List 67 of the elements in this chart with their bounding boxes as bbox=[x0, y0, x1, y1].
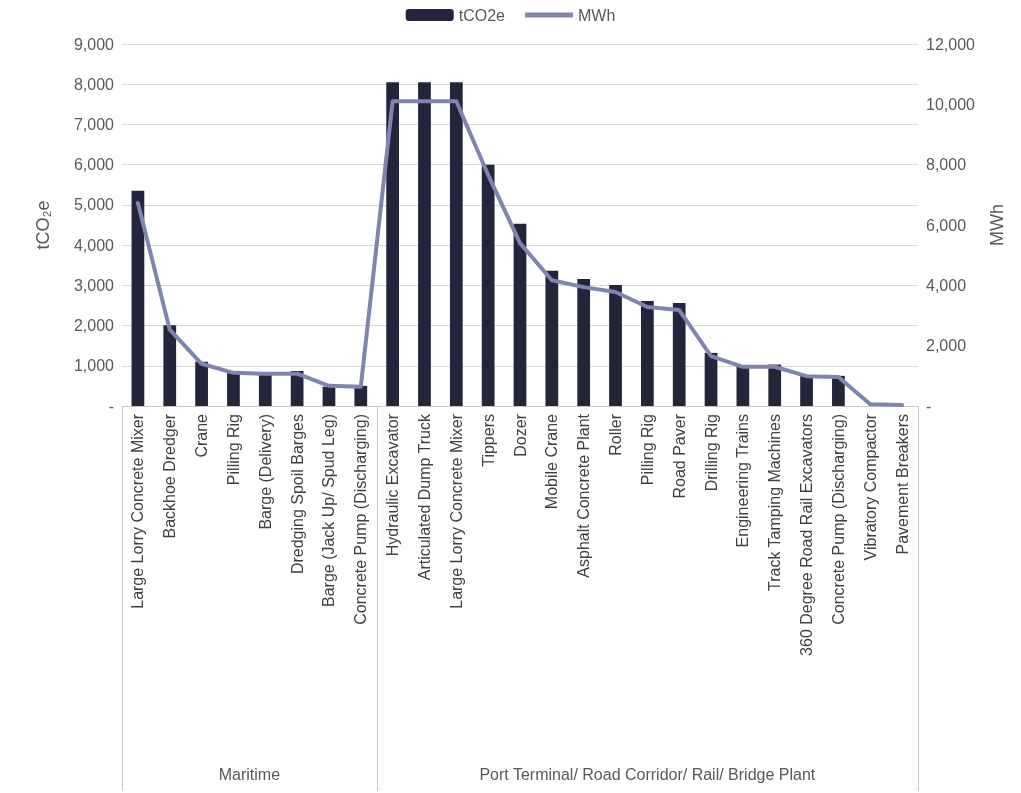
bar bbox=[195, 361, 208, 406]
bar bbox=[258, 373, 272, 406]
y2-tick-label: 6,000 bbox=[926, 216, 967, 234]
x-tick-label: Dredging Spoil Barges bbox=[288, 414, 306, 575]
bar bbox=[131, 190, 145, 406]
x-tick-label: Concrete Pump (Discharging) bbox=[352, 414, 370, 625]
x-tick-label: Drilling Rig bbox=[702, 414, 720, 492]
x-tick-label: Road Paver bbox=[670, 413, 688, 499]
bar bbox=[609, 284, 622, 406]
x-tick-label: Roller bbox=[607, 413, 625, 456]
bar bbox=[800, 375, 813, 406]
line-series bbox=[135, 99, 905, 408]
x-tick-label: Barge (Jack Up/ Spud Leg) bbox=[320, 414, 338, 607]
x-tick-label: Large Lorry Concrete Mixer bbox=[129, 413, 147, 609]
bar bbox=[481, 164, 495, 406]
legend-label: tCO2e bbox=[458, 6, 506, 24]
y-tick-label: - bbox=[108, 397, 114, 415]
y-tick-label: 2,000 bbox=[73, 317, 115, 335]
x-tick-label: Asphalt Concrete Plant bbox=[575, 413, 593, 578]
bar bbox=[449, 82, 463, 406]
bar bbox=[163, 325, 177, 406]
bar bbox=[386, 82, 400, 406]
bar bbox=[322, 386, 336, 406]
y-tick-label: 7,000 bbox=[73, 115, 115, 133]
y2-tick-label: 2,000 bbox=[926, 337, 967, 355]
x-tick-label: Articulated Dump Truck bbox=[415, 413, 433, 581]
bar bbox=[672, 303, 686, 406]
y2-axis-title: MWh bbox=[987, 204, 1007, 246]
y-tick-label: 3,000 bbox=[73, 276, 115, 294]
text: Maritime bbox=[217, 766, 282, 784]
y-tick-label: 6,000 bbox=[73, 156, 115, 174]
x-tick-label: 360 Degree Road Rail Excavators bbox=[798, 414, 816, 656]
bar bbox=[577, 278, 591, 406]
bar bbox=[640, 301, 654, 406]
bar bbox=[545, 270, 559, 406]
y2-tick-label: 10,000 bbox=[926, 95, 976, 113]
x-tick-label: Backhoe Dredger bbox=[161, 413, 179, 539]
y-tick-label: 5,000 bbox=[73, 196, 115, 214]
bar bbox=[418, 82, 431, 406]
x-tick-label: Crane bbox=[193, 413, 211, 458]
x-tick-label: Large Lorry Concrete Mixer bbox=[447, 413, 465, 609]
x-tick-label: Dozer bbox=[511, 413, 529, 457]
bar bbox=[513, 223, 527, 406]
bar bbox=[354, 385, 368, 406]
y-tick-label: 1,000 bbox=[73, 357, 115, 375]
x-tick-label: Mobile Crane bbox=[543, 413, 561, 510]
y2-tick-label: - bbox=[926, 397, 932, 415]
x-tick-label: Track Tamping Machines bbox=[766, 414, 784, 591]
bar bbox=[227, 371, 240, 406]
y-tick-label: 9,000 bbox=[73, 35, 115, 53]
x-tick-label: Pilling Rig bbox=[224, 414, 242, 486]
x-tick-label: Barge (Delivery) bbox=[256, 414, 274, 530]
text: Port Terminal/ Road Corridor/ Rail/ Bridge Plant bbox=[478, 766, 817, 784]
legend-label: MWh bbox=[577, 6, 616, 24]
y-tick-label: 8,000 bbox=[73, 75, 115, 93]
x-tick-label: Tippers bbox=[479, 414, 497, 467]
x-tick-label: Pilling Rig bbox=[638, 414, 656, 486]
x-tick-label: Engineering Trains bbox=[734, 414, 752, 548]
y-tick-label: 4,000 bbox=[73, 236, 115, 254]
x-tick-label: Hydraulic Excavator bbox=[384, 413, 402, 557]
y2-tick-label: 4,000 bbox=[926, 276, 967, 294]
y2-tick-label: 8,000 bbox=[926, 156, 967, 174]
y2-tick-label: 12,000 bbox=[926, 35, 976, 53]
y-axis-title: tCO₂e bbox=[33, 200, 53, 250]
x-tick-label: Pavement Breakers bbox=[893, 414, 911, 555]
x-tick-label: Concrete Pump (Discharging) bbox=[829, 414, 847, 625]
x-tick-label: Vibratory Compactor bbox=[861, 413, 879, 561]
